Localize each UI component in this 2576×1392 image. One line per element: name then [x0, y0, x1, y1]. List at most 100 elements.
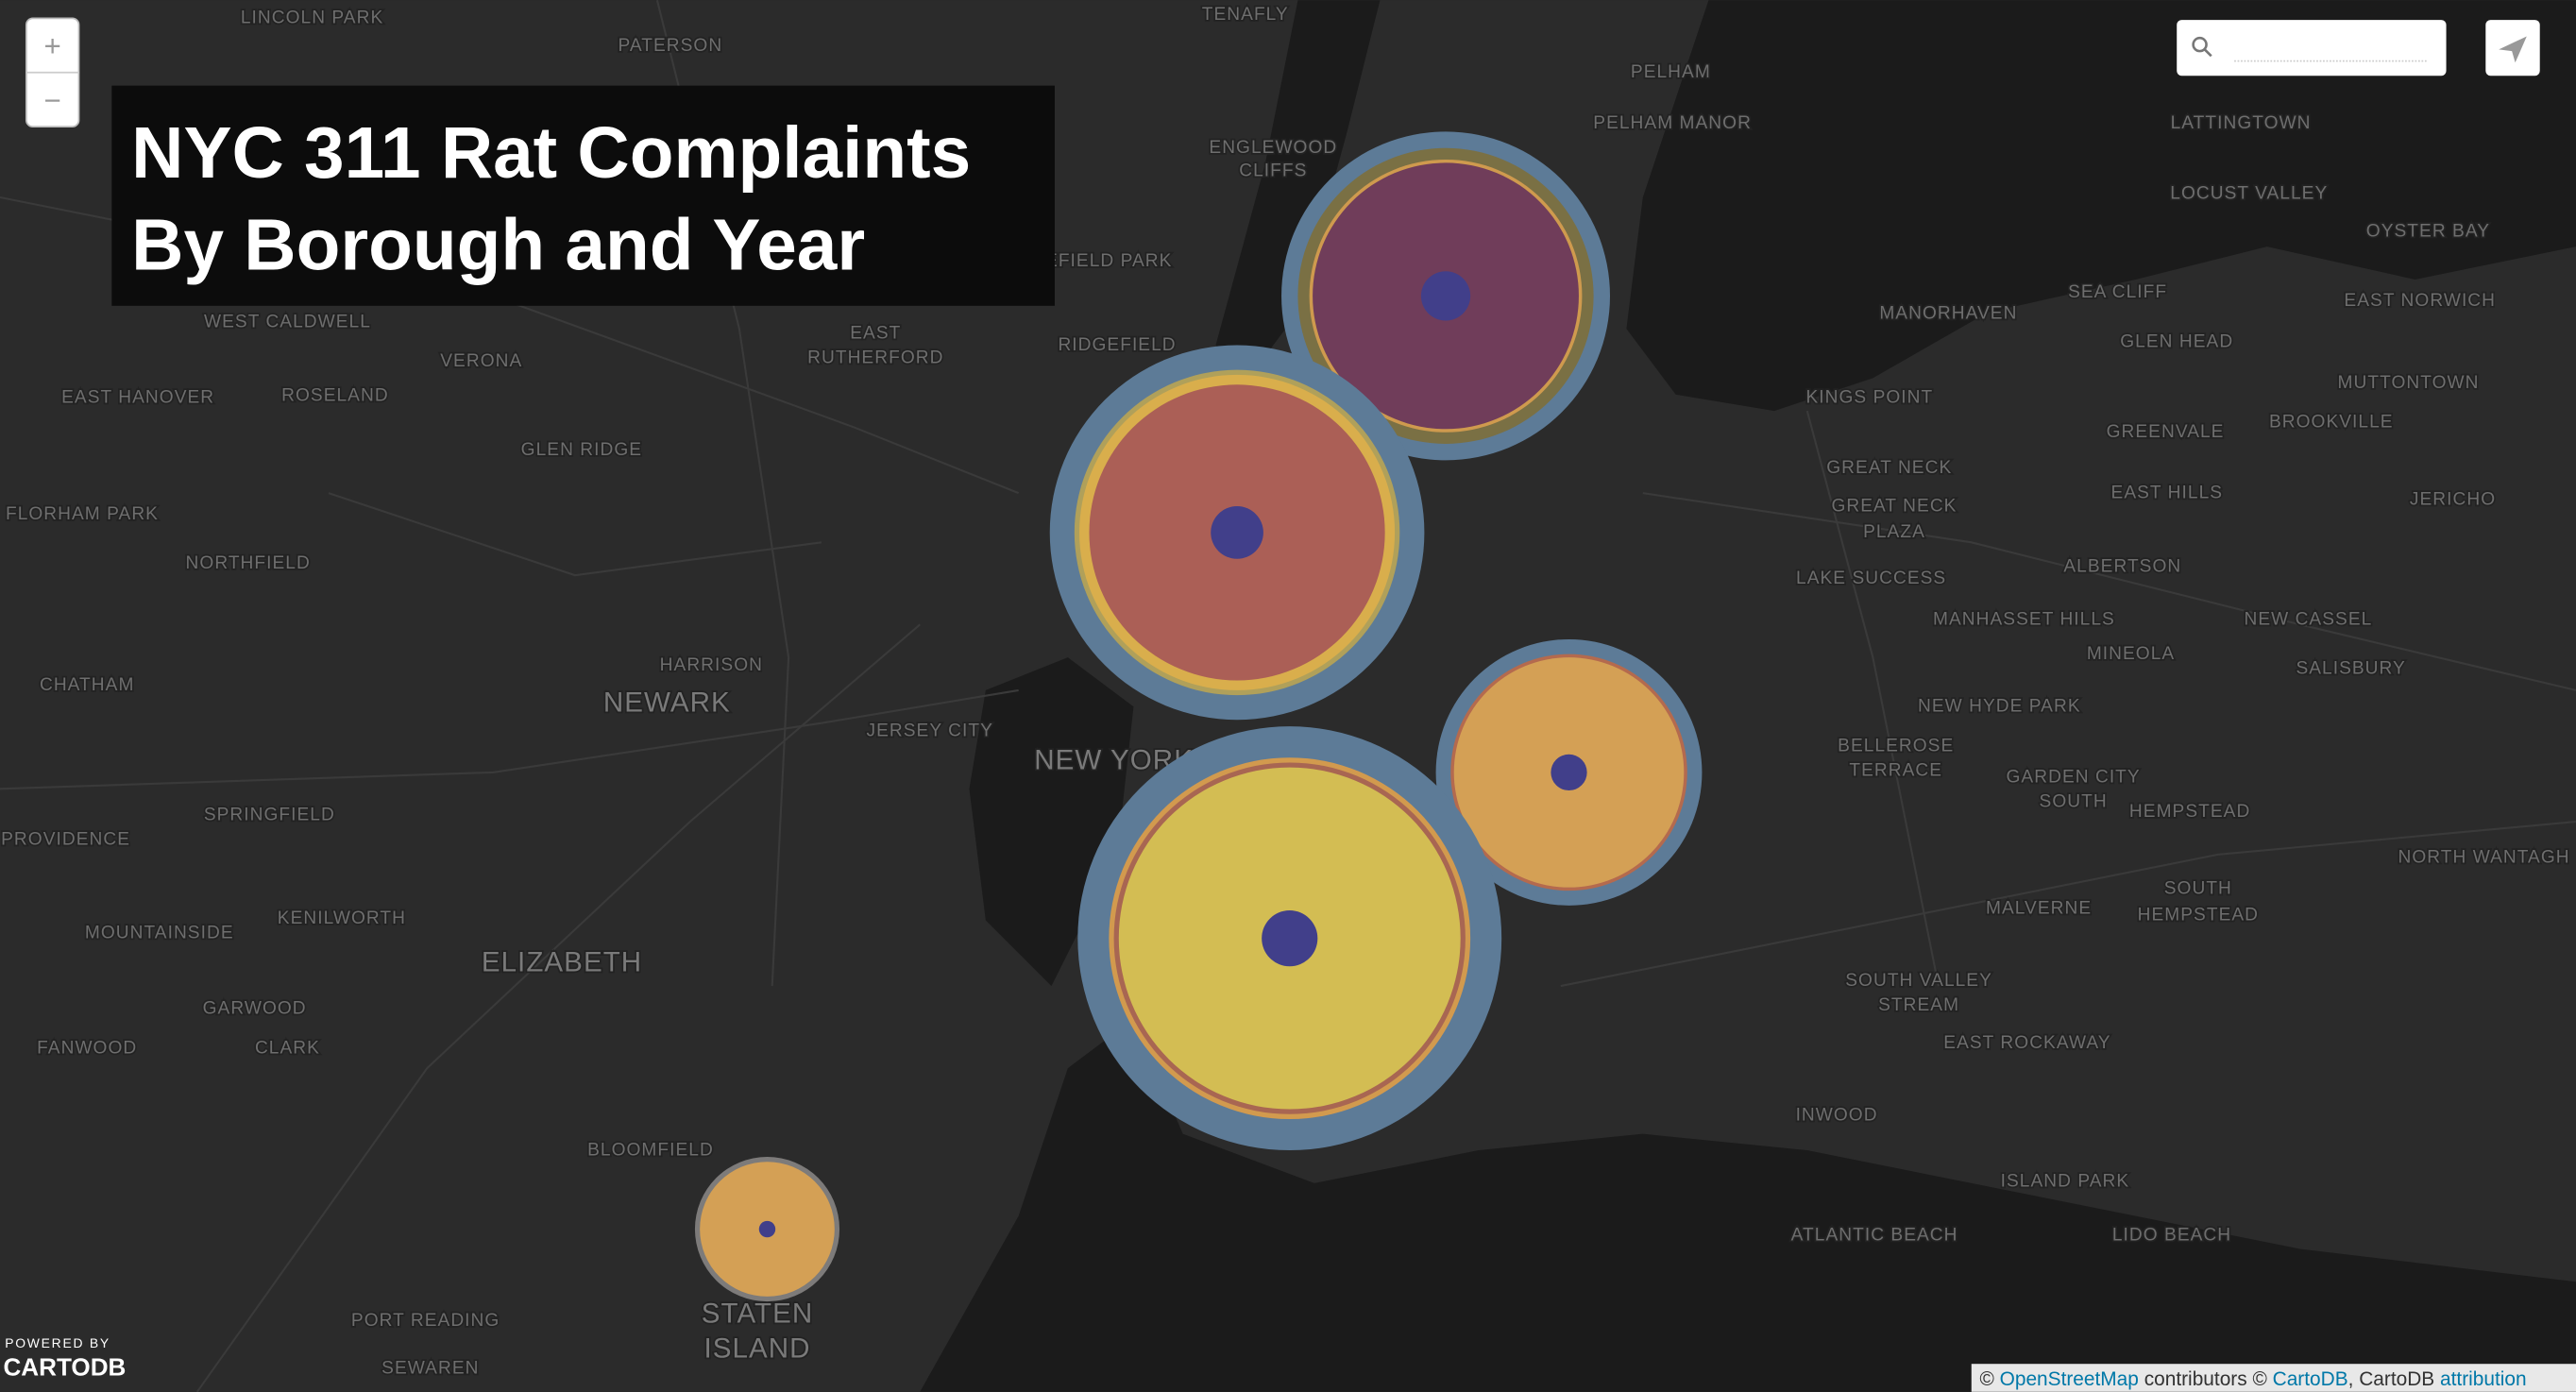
place-label: SEA CLIFF [2068, 282, 2167, 302]
place-label: RIDGEFIELD [1058, 335, 1176, 355]
place-label: ENGLEWOOD [1209, 138, 1337, 158]
attribution-box [1971, 1364, 2576, 1392]
place-label: STREAM [1878, 995, 1959, 1015]
place-label: TERRACE [1849, 760, 1942, 780]
place-label: SPRINGFIELD [204, 805, 335, 824]
place-label: ALBERTSON [2063, 557, 2181, 577]
title-box [111, 85, 1055, 306]
place-label: SOUTH [2164, 879, 2232, 899]
bubble-brooklyn [1077, 726, 1502, 1151]
place-label: MANHASSET HILLS [1933, 609, 2115, 629]
place-label: ROSELAND [281, 386, 389, 406]
logo[interactable]: CARTODB [3, 1352, 126, 1381]
place-label: PELHAM MANOR [1593, 113, 1752, 133]
place-label: CLIFFS [1239, 161, 1307, 180]
place-label: BELLEROSE [1838, 736, 1954, 755]
place-label: JERSEY CITY [867, 721, 993, 741]
place-labels: LINCOLN PARK PATERSON TENAFLY PELHAM PELHAM … [0, 3, 2570, 1380]
place-label: FLORHAM PARK [6, 504, 159, 524]
attribution-text: , CartoDB [2348, 1368, 2435, 1390]
title: By Borough and Year [131, 206, 865, 286]
place-label: JERICHO [2410, 489, 2496, 509]
bubble-dot [1551, 754, 1587, 791]
attribution-text: contributors © [2144, 1368, 2268, 1390]
place-label: GLEN HEAD [2120, 331, 2233, 351]
locate-icon [2499, 36, 2527, 63]
bubble-dot [1262, 910, 1318, 967]
place-label: LOCUST VALLEY [2170, 184, 2328, 204]
place-label: GREENVALE [2107, 422, 2225, 442]
place-label: MANORHAVEN [1879, 304, 2017, 324]
place-label: NEWARK [603, 688, 731, 719]
place-label: LINCOLN PARK [241, 8, 383, 28]
link[interactable]: OpenStreetMap [2000, 1368, 2139, 1390]
place-label: STATEN [702, 1299, 814, 1330]
place-label: GREAT NECK [1831, 496, 1957, 516]
place-label: HEMPSTEAD [2129, 802, 2250, 822]
water [920, 0, 2576, 1392]
place-label: KINGS POINT [1806, 387, 1934, 407]
place-label: CLARK [255, 1038, 320, 1058]
place-label: PATERSON [618, 36, 722, 56]
bubble-dot [1420, 271, 1471, 321]
bubble-dot [1211, 506, 1263, 559]
place-label: SOUTH VALLEY [1845, 971, 1992, 991]
copyright: © [1979, 1368, 1994, 1390]
link[interactable]: attribution [2440, 1368, 2527, 1390]
title: NYC 311 Rat Complaints [131, 113, 971, 194]
place-label: MOUNTAINSIDE [85, 924, 234, 943]
place-label: GARDEN CITY [2007, 767, 2141, 787]
place-label: RUTHERFORD [807, 348, 943, 368]
place-label: EAST [850, 324, 901, 344]
bubble-staten-island [694, 1157, 840, 1302]
place-label: PLAZA [1863, 522, 1925, 542]
place-label: HEMPSTEAD [2138, 905, 2259, 925]
place-label: BROOKVILLE [2269, 413, 2394, 433]
bubble-manhattan [1049, 345, 1425, 721]
place-label: NORTH WANTAGH [2398, 848, 2569, 868]
place-label: MINEOLA [2087, 644, 2175, 664]
place-label: NEW CASSEL [2244, 609, 2372, 629]
zoom-out[interactable]: − [44, 84, 61, 117]
place-label: EAST ROCKAWAY [1943, 1033, 2110, 1053]
place-label: ISLAND [704, 1333, 811, 1364]
bubble-bronx [1281, 131, 1610, 461]
place-label: BLOOMFIELD [587, 1140, 714, 1160]
place-label: PELHAM [1631, 62, 1711, 82]
place-label: SOUTH [2040, 791, 2108, 811]
place-label: PROVIDENCE [1, 829, 130, 849]
bubble-queens [1435, 638, 1703, 906]
place-label: NORTHFIELD [186, 553, 311, 573]
place-label: SEWAREN [381, 1359, 479, 1379]
bubble-dot [758, 1220, 776, 1238]
place-label: EAST NORWICH [2344, 291, 2496, 311]
place-label: GLEN RIDGE [521, 440, 642, 460]
place-label: LAKE SUCCESS [1796, 569, 1946, 588]
place-label: CHATHAM [40, 675, 134, 695]
search-icon [2192, 36, 2208, 53]
place-label: KENILWORTH [278, 908, 406, 928]
place-label: LIDO BEACH [2112, 1226, 2231, 1246]
place-label: GARWOOD [203, 999, 307, 1019]
zoom-in[interactable]: + [44, 29, 61, 62]
place-label: NEW HYDE PARK [1918, 697, 2081, 717]
place-label: ATLANTIC BEACH [1791, 1226, 1958, 1246]
zoom-control: + − [25, 17, 80, 128]
place-label: HARRISON [660, 655, 763, 675]
place-label: PORT READING [351, 1311, 500, 1331]
place-label: ISLAND PARK [2001, 1171, 2130, 1191]
place-label: SALISBURY [2296, 659, 2405, 679]
place-label: EAST HILLS [2111, 483, 2224, 502]
place-label: INWOOD [1796, 1106, 1878, 1126]
place-label: VERONA [440, 351, 522, 371]
place-label: ELIZABETH [482, 946, 642, 977]
place-label: MALVERNE [1986, 899, 2092, 919]
place-label: LATTINGTOWN [2171, 113, 2312, 133]
link[interactable]: CartoDB [2273, 1368, 2348, 1390]
place-label: GREAT NECK [1826, 458, 1952, 478]
logo-powered: POWERED BY [5, 1335, 110, 1350]
search-icon [2203, 48, 2212, 58]
search-box[interactable] [2177, 20, 2447, 76]
place-label: FANWOOD [37, 1038, 137, 1058]
